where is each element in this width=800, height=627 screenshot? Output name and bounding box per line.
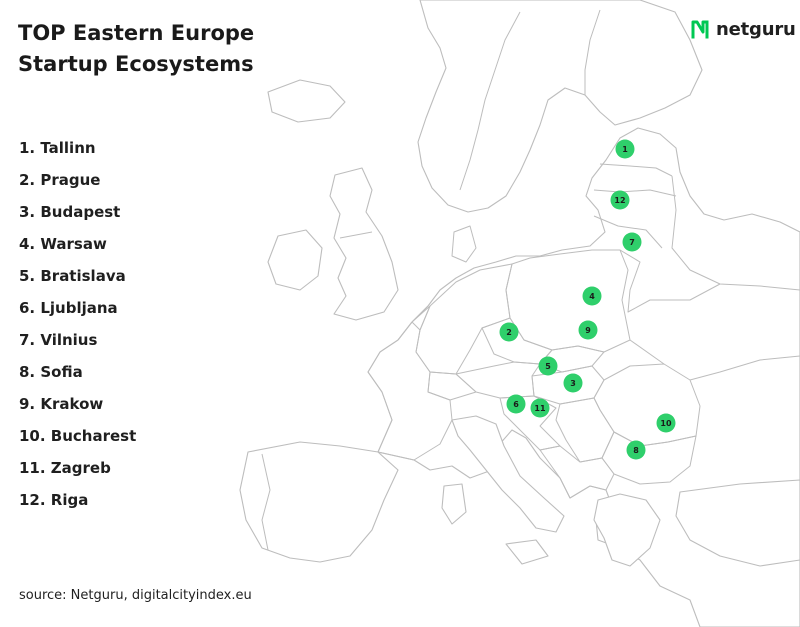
austria-border <box>455 361 541 399</box>
iceland-landmass <box>267 79 346 123</box>
moldova-ukraine-border <box>629 339 800 381</box>
ranking-item: 10. Bucharest <box>19 427 137 445</box>
sicily-landmass <box>505 539 549 565</box>
greece-landmass <box>593 493 661 567</box>
iberia-landmass <box>239 441 399 563</box>
ranking-item: 3. Budapest <box>19 203 121 221</box>
ranking-item: 11. Zagreb <box>19 459 111 477</box>
scotland-border <box>339 231 373 239</box>
ranking-item: 12. Riga <box>19 491 89 509</box>
denmark-outline <box>451 225 477 263</box>
source-note: source: Netguru, digitalcityindex.eu <box>19 588 252 603</box>
italy-landmass <box>451 415 565 533</box>
page-title: TOP Eastern Europe Startup Ecosystems <box>18 21 255 76</box>
balkans-border <box>539 445 615 499</box>
brand-logo[interactable]: netguru <box>690 16 796 42</box>
ranking-item: 8. Sofia <box>19 363 83 381</box>
ranking-item: 7. Vilnius <box>19 331 98 349</box>
turkey-landmass <box>675 479 800 567</box>
benelux-border <box>397 305 429 341</box>
estonia-border <box>599 163 673 177</box>
ireland-landmass <box>267 229 323 291</box>
latvia-border <box>593 189 677 197</box>
belarus-border <box>619 249 721 313</box>
brand-name: netguru <box>716 18 796 40</box>
great-britain-landmass <box>329 167 399 321</box>
scandinavia-landmass <box>417 0 703 213</box>
sweden-border <box>459 11 521 191</box>
ranking-item: 6. Ljubljana <box>19 299 118 317</box>
ranking-item: 5. Bratislava <box>19 267 126 285</box>
ranking-item: 9. Krakow <box>19 395 104 413</box>
ranking-list: 1. Tallinn 2. Prague 3. Budapest 4. Warsaw 5… <box>19 134 136 518</box>
finland-border <box>584 9 601 95</box>
russia-border <box>671 175 800 291</box>
lithuania-border <box>593 215 663 249</box>
ranking-item: 1. Tallinn <box>19 139 96 157</box>
portugal-border <box>261 453 271 551</box>
ranking-item: 4. Warsaw <box>19 235 107 253</box>
ranking-item: 2. Prague <box>19 171 101 189</box>
sardinia-landmass <box>441 483 467 525</box>
netguru-n-logo-icon <box>691 20 709 39</box>
